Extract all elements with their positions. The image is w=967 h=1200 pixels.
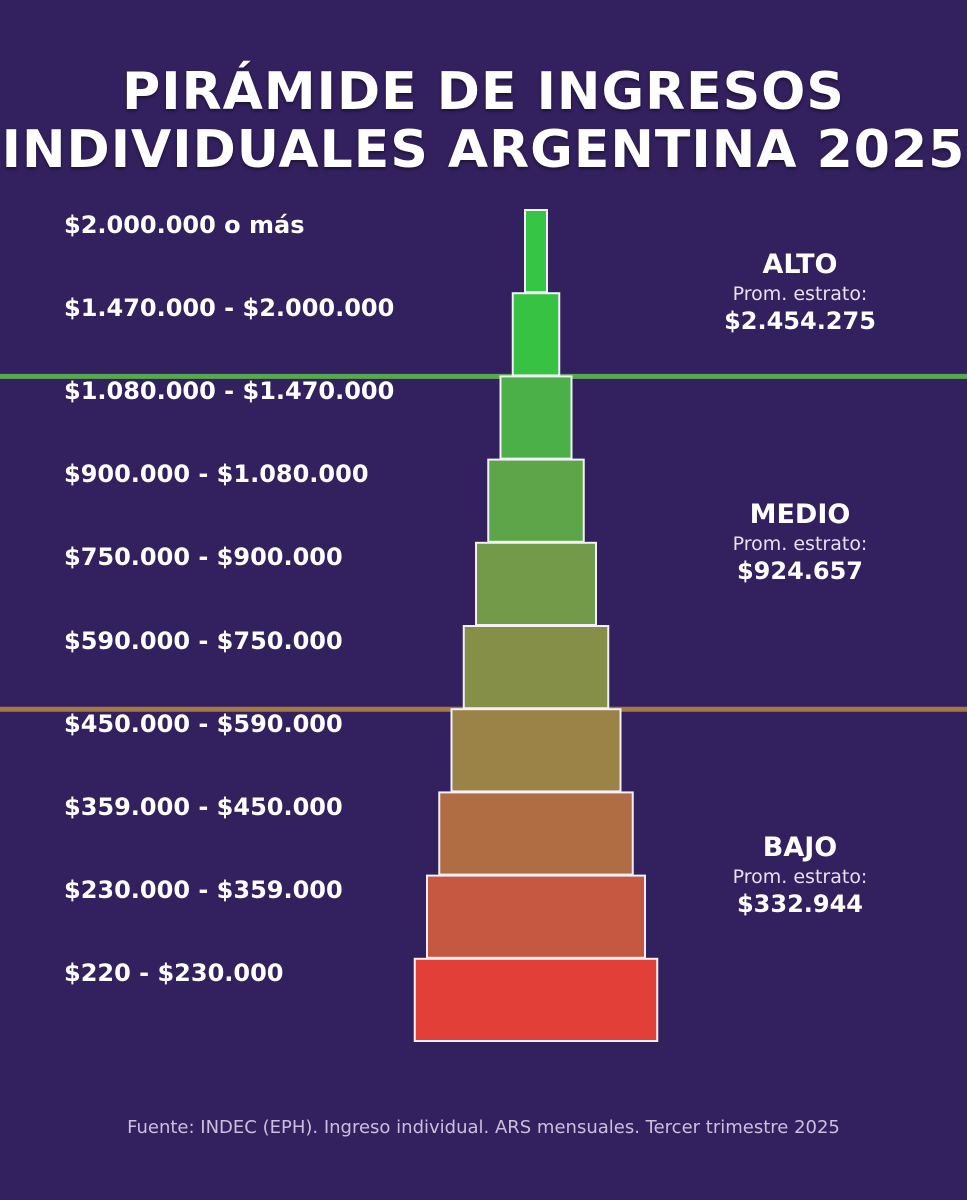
stratum-bajo-name: BAJO — [762, 832, 838, 863]
source-note: Fuente: INDEC (EPH). Ingreso individual.… — [127, 1117, 840, 1138]
bracket-label-1: $1.470.000 - $2.000.000 — [64, 293, 395, 322]
stratum-medio-subtitle: Prom. estrato: — [732, 533, 868, 555]
stratum-bajo-subtitle: Prom. estrato: — [732, 866, 868, 888]
pyramid-bar-1 — [511, 292, 561, 377]
bracket-label-0: $2.000.000 o más — [64, 210, 305, 239]
stratum-bajo-average: $332.944 — [736, 890, 863, 918]
bracket-label-7: $359.000 - $450.000 — [64, 793, 343, 821]
bracket-label-3: $900.000 - $1.080.000 — [64, 460, 369, 489]
stratum-alto-name: ALTO — [762, 249, 838, 280]
bracket-label-6: $450.000 - $590.000 — [64, 709, 343, 738]
pyramid-bar-4 — [475, 541, 597, 626]
pyramid-bar-6 — [450, 708, 622, 793]
pyramid-bar-0 — [524, 209, 548, 294]
pyramid-bar-8 — [426, 874, 646, 959]
stratum-medio-average: $924.657 — [736, 557, 863, 585]
pyramid-bar-5 — [462, 625, 610, 710]
bracket-label-9: $220 - $230.000 — [64, 959, 284, 988]
stratum-bajo: BAJO Prom. estrato: $332.944 — [680, 831, 920, 919]
pyramid-bar-9 — [413, 957, 659, 1042]
stratum-alto: ALTO Prom. estrato: $2.454.275 — [680, 248, 920, 336]
bracket-label-8: $230.000 - $359.000 — [64, 876, 343, 905]
bracket-label-5: $590.000 - $750.000 — [64, 626, 343, 655]
bracket-label-2: $1.080.000 - $1.470.000 — [64, 377, 395, 405]
title-line-1: PIRÁMIDE DE INGRESOS — [122, 62, 845, 122]
title-line-2: INDIVIDUALES ARGENTINA 2025 — [1, 120, 966, 180]
pyramid-bar-7 — [438, 791, 634, 876]
stratum-alto-average: $2.454.275 — [724, 307, 876, 335]
stratum-alto-subtitle: Prom. estrato: — [732, 283, 868, 305]
stratum-medio-name: MEDIO — [749, 499, 851, 530]
stratum-medio: MEDIO Prom. estrato: $924.657 — [680, 498, 920, 586]
pyramid-bar-2 — [499, 375, 573, 460]
bracket-label-4: $750.000 - $900.000 — [64, 543, 343, 572]
pyramid-bar-3 — [487, 458, 585, 543]
